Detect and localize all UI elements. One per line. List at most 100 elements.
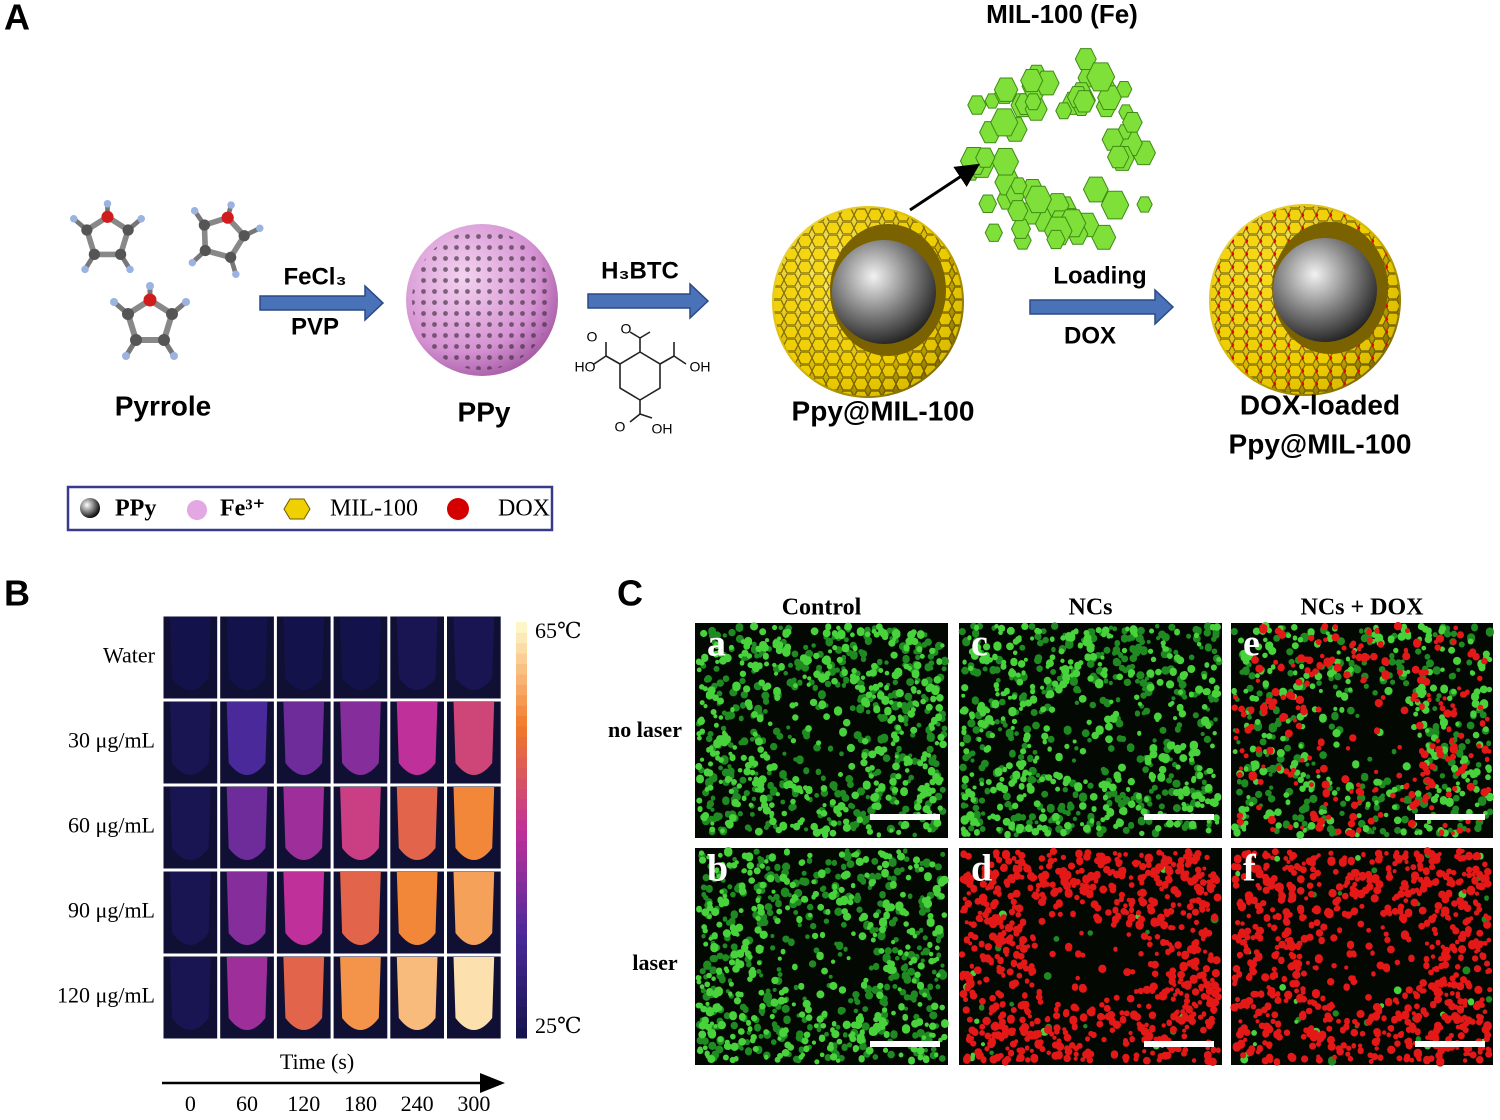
ppy-mil-sphere [772, 206, 964, 398]
tube [226, 787, 268, 860]
colorbar-label: 65℃ [535, 618, 582, 643]
tube [170, 617, 211, 690]
reagent-label: FeCl₃ [283, 263, 346, 290]
row-label: 60 μg/mL [68, 813, 155, 838]
panel-tag: b [707, 848, 728, 890]
tube [226, 957, 268, 1030]
panel-tag: c [971, 623, 988, 665]
tube [226, 617, 268, 690]
colorbar-segment [516, 663, 527, 675]
time-label: 120 [287, 1091, 320, 1116]
colorbar-segment [516, 767, 527, 779]
mof-cluster [1010, 177, 1028, 195]
tube [340, 872, 381, 945]
cells-green [695, 622, 947, 839]
mof-cluster [1136, 196, 1153, 213]
tube [283, 957, 325, 1030]
cells-green [695, 847, 949, 1065]
reagent-label: H₃BTC [601, 257, 679, 284]
mof-cluster [1055, 102, 1073, 120]
mof-cluster [1082, 176, 1109, 203]
cells-green [959, 622, 1222, 839]
tube [396, 872, 438, 945]
tube [340, 702, 381, 775]
colorbar-segment [516, 715, 527, 727]
tube [396, 787, 438, 860]
tube [340, 617, 381, 690]
row-label: 90 μg/mL [68, 898, 155, 923]
atom-label: OH [690, 359, 711, 375]
colorbar-segment [516, 996, 527, 1008]
colorbar-segment [516, 913, 527, 925]
row-label: Water [103, 643, 156, 668]
scale-bar [870, 1041, 940, 1047]
tube [453, 702, 495, 775]
colorbar-segment [516, 861, 527, 873]
cells-red [1231, 622, 1492, 838]
pyrrole-label: Pyrrole [115, 390, 212, 421]
tube [170, 787, 211, 860]
colorbar-segment [516, 840, 527, 852]
colorbar-segment [516, 882, 527, 893]
panel-tag: e [1243, 623, 1260, 665]
time-label: 60 [236, 1091, 258, 1116]
ppy-label: PPy [458, 396, 511, 427]
tube [170, 872, 211, 945]
legend-label: MIL-100 [330, 496, 418, 522]
atom-label: O [615, 419, 626, 435]
tube [340, 957, 381, 1030]
tube [283, 872, 325, 945]
mof-structure [959, 48, 1157, 250]
mof-cluster [978, 194, 998, 214]
colorbar-segment [516, 674, 527, 685]
legend-label: PPy [115, 496, 156, 522]
arrow [587, 282, 710, 320]
mof-cluster [1024, 185, 1053, 214]
tube [396, 957, 438, 1030]
mof-cluster [991, 148, 1020, 176]
atom-label: OH [652, 421, 673, 437]
colorbar-segment [516, 642, 527, 654]
panel-tag: f [1243, 848, 1257, 890]
mof-cluster [975, 147, 996, 168]
colorbar-segment [516, 819, 527, 831]
tube [170, 702, 211, 775]
mof-cluster [984, 223, 1003, 242]
colorbar-segment [516, 788, 527, 800]
atom-label: O [587, 329, 598, 345]
tube [396, 702, 438, 775]
atom-label: HO [575, 359, 596, 375]
dox-label: Ppy@MIL-100 [1229, 428, 1412, 459]
colorbar-segment [516, 923, 527, 935]
tube [453, 872, 495, 945]
scale-bar [1415, 814, 1485, 820]
mof-cluster [1010, 218, 1032, 239]
colorbar-segment [516, 850, 527, 862]
time-label: 240 [401, 1091, 434, 1116]
colorbar-segment [516, 705, 527, 717]
arrow [259, 284, 385, 322]
tube [226, 702, 268, 775]
colorbar-segment [516, 684, 527, 696]
colorbar-segment [516, 830, 527, 841]
ppy-mil-label: Ppy@MIL-100 [792, 395, 975, 426]
cells-dim [958, 622, 1223, 838]
mil100-title: MIL-100 (Fe) [986, 0, 1138, 29]
colorbar-segment [516, 757, 527, 769]
tube [226, 872, 268, 945]
legend [66, 485, 554, 532]
tube [283, 617, 325, 690]
tube [340, 787, 381, 860]
column-title: NCs [1068, 595, 1112, 621]
legend-label: Fe³⁺ [220, 496, 265, 522]
reagent-label: PVP [291, 313, 339, 340]
scale-bar [1144, 814, 1214, 820]
colorbar-segment [516, 975, 527, 987]
dox-label: DOX-loaded [1240, 389, 1400, 420]
column-title: NCs + DOX [1300, 595, 1424, 621]
tube [453, 787, 495, 860]
mof-cluster [1100, 190, 1130, 220]
x-title: Time (s) [280, 1049, 354, 1074]
colorbar-segment [516, 778, 527, 789]
